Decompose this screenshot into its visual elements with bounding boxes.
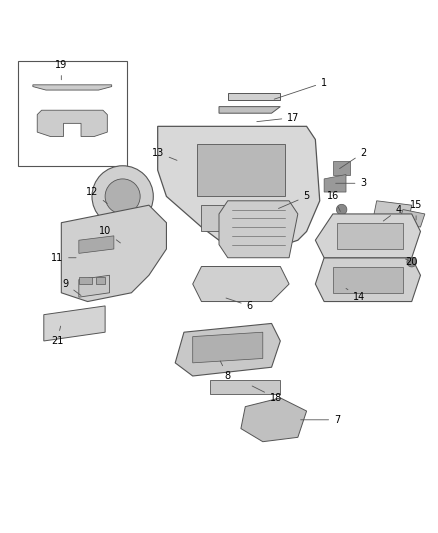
- Text: 9: 9: [63, 279, 81, 295]
- Bar: [18, 61, 127, 166]
- Text: 20: 20: [406, 257, 418, 267]
- Text: 19: 19: [55, 60, 67, 80]
- Polygon shape: [61, 205, 166, 302]
- Polygon shape: [201, 205, 272, 231]
- Polygon shape: [333, 161, 350, 174]
- Text: 6: 6: [226, 298, 253, 311]
- Polygon shape: [158, 126, 320, 249]
- Bar: [96, 278, 105, 284]
- Polygon shape: [219, 201, 298, 258]
- Text: 3: 3: [336, 178, 367, 188]
- Polygon shape: [241, 398, 307, 442]
- Polygon shape: [210, 381, 280, 393]
- Text: 7: 7: [300, 415, 340, 425]
- Polygon shape: [337, 223, 403, 249]
- Polygon shape: [193, 266, 289, 302]
- Text: 21: 21: [51, 326, 63, 346]
- Polygon shape: [197, 144, 285, 197]
- Polygon shape: [315, 214, 420, 258]
- Polygon shape: [44, 306, 105, 341]
- Circle shape: [105, 179, 140, 214]
- Text: 5: 5: [279, 191, 310, 208]
- Polygon shape: [315, 258, 420, 302]
- Circle shape: [336, 204, 347, 215]
- Text: 2: 2: [339, 148, 367, 168]
- Text: 8: 8: [220, 361, 231, 381]
- Text: 10: 10: [99, 227, 120, 243]
- Polygon shape: [175, 324, 280, 376]
- Polygon shape: [79, 236, 114, 253]
- Text: 13: 13: [152, 148, 177, 160]
- Text: 14: 14: [346, 288, 365, 302]
- Polygon shape: [333, 266, 403, 293]
- Polygon shape: [33, 85, 112, 90]
- Polygon shape: [399, 209, 425, 227]
- Polygon shape: [324, 174, 346, 192]
- Text: 11: 11: [51, 253, 76, 263]
- Text: 18: 18: [252, 386, 282, 403]
- Circle shape: [407, 257, 417, 267]
- Polygon shape: [219, 107, 280, 113]
- Text: 16: 16: [327, 191, 340, 212]
- Text: 1: 1: [274, 77, 327, 99]
- Text: 4: 4: [383, 205, 402, 221]
- Polygon shape: [193, 332, 263, 363]
- Polygon shape: [79, 275, 110, 297]
- Circle shape: [92, 166, 153, 227]
- Polygon shape: [372, 201, 412, 227]
- Bar: [79, 278, 92, 284]
- Text: 17: 17: [257, 112, 300, 123]
- Text: 12: 12: [86, 187, 107, 204]
- Text: 15: 15: [410, 200, 422, 220]
- Polygon shape: [228, 93, 280, 100]
- Polygon shape: [37, 110, 107, 136]
